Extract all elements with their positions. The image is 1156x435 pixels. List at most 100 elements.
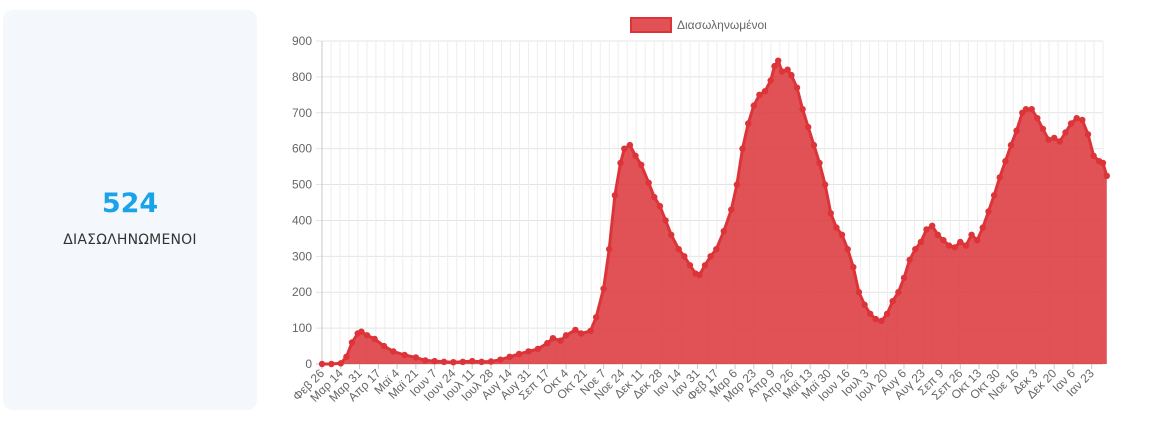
data-point bbox=[878, 317, 885, 325]
data-point bbox=[962, 242, 970, 249]
data-point bbox=[534, 345, 542, 353]
data-point bbox=[506, 353, 513, 360]
data-point bbox=[617, 159, 624, 167]
data-point bbox=[816, 159, 823, 167]
data-point bbox=[912, 246, 919, 253]
data-point bbox=[917, 238, 925, 246]
data-point bbox=[957, 238, 964, 246]
data-point bbox=[549, 335, 557, 342]
data-point bbox=[422, 357, 429, 364]
data-point bbox=[900, 274, 908, 282]
data-point bbox=[872, 315, 879, 323]
data-point bbox=[778, 68, 786, 75]
data-point bbox=[728, 206, 735, 213]
data-point bbox=[651, 193, 658, 201]
legend-label: Διασωληνωμένοι bbox=[677, 18, 767, 32]
legend[interactable]: Διασωληνωμένοι bbox=[630, 17, 767, 33]
data-point bbox=[1084, 131, 1092, 138]
data-point bbox=[358, 328, 365, 335]
data-point bbox=[713, 246, 720, 253]
data-point bbox=[861, 301, 868, 308]
data-point bbox=[478, 358, 485, 365]
data-point bbox=[1022, 106, 1030, 113]
data-point bbox=[761, 88, 769, 95]
data-point bbox=[606, 246, 613, 253]
data-point bbox=[906, 256, 913, 264]
data-point bbox=[562, 332, 570, 339]
data-point bbox=[968, 231, 975, 238]
data-point bbox=[525, 348, 532, 355]
data-point bbox=[371, 335, 378, 343]
data-point bbox=[1079, 116, 1086, 124]
data-point bbox=[1056, 138, 1063, 145]
data-point bbox=[1062, 129, 1069, 136]
data-point bbox=[733, 181, 741, 188]
data-point bbox=[675, 246, 682, 253]
data-point bbox=[328, 360, 335, 368]
data-point bbox=[459, 358, 466, 365]
data-point bbox=[318, 360, 326, 368]
data-point bbox=[844, 246, 851, 253]
data-point bbox=[923, 226, 930, 233]
data-point bbox=[577, 330, 585, 337]
y-tick-label: 0 bbox=[305, 357, 312, 371]
data-point bbox=[701, 262, 709, 269]
data-point bbox=[469, 357, 476, 365]
data-point bbox=[1039, 125, 1047, 133]
data-point bbox=[805, 123, 812, 131]
data-point bbox=[979, 224, 986, 231]
data-point bbox=[621, 145, 628, 152]
data-point bbox=[990, 192, 998, 199]
data-point bbox=[1002, 158, 1009, 165]
data-point bbox=[431, 357, 438, 365]
stat-card: 524 ΔΙΑΣΩΛΗΝΩΜΕΝΟΙ bbox=[3, 10, 257, 410]
data-point bbox=[450, 359, 457, 366]
data-point bbox=[827, 210, 834, 217]
data-point bbox=[739, 145, 746, 152]
data-point bbox=[784, 66, 791, 73]
data-point bbox=[348, 339, 356, 346]
data-point bbox=[557, 337, 564, 344]
data-point bbox=[1034, 115, 1041, 122]
data-point bbox=[951, 244, 958, 251]
data-point bbox=[799, 106, 806, 113]
data-point bbox=[686, 262, 694, 269]
data-point bbox=[638, 161, 645, 168]
data-point bbox=[867, 310, 874, 317]
data-point bbox=[337, 360, 344, 367]
data-point bbox=[1028, 106, 1035, 113]
data-point bbox=[756, 91, 763, 99]
data-point bbox=[855, 289, 863, 296]
data-point bbox=[821, 181, 829, 188]
data-point bbox=[544, 340, 551, 347]
series-area bbox=[322, 60, 1107, 364]
data-point bbox=[587, 327, 594, 335]
legend-swatch bbox=[630, 17, 672, 33]
data-point bbox=[515, 350, 523, 358]
data-point bbox=[1073, 115, 1080, 122]
y-tick-label: 600 bbox=[292, 142, 312, 156]
data-point bbox=[895, 289, 902, 296]
data-point bbox=[1013, 127, 1020, 134]
y-tick-label: 400 bbox=[292, 213, 312, 227]
data-point bbox=[1090, 152, 1097, 159]
data-point bbox=[750, 102, 757, 109]
data-point bbox=[440, 358, 448, 365]
data-point bbox=[1099, 159, 1107, 167]
stat-value: 524 bbox=[101, 188, 159, 219]
data-point bbox=[838, 231, 846, 238]
y-tick-label: 800 bbox=[292, 70, 312, 84]
data-point bbox=[940, 237, 947, 244]
y-tick-label: 700 bbox=[292, 106, 312, 120]
data-point bbox=[771, 62, 778, 70]
data-point bbox=[626, 141, 634, 149]
y-tick-label: 500 bbox=[292, 178, 312, 192]
data-point bbox=[662, 217, 669, 224]
data-point bbox=[707, 253, 714, 260]
data-point bbox=[810, 141, 818, 149]
data-point bbox=[363, 332, 371, 339]
data-point bbox=[788, 71, 795, 79]
data-point bbox=[1051, 134, 1058, 142]
